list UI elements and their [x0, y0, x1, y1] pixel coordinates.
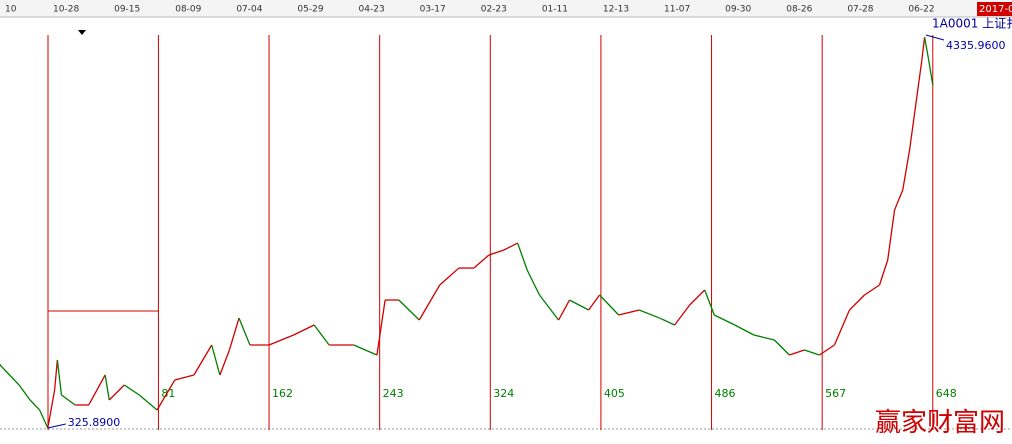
- segment: [638, 309, 660, 319]
- segment: [29, 399, 41, 411]
- top-axis-label: 06-22: [908, 5, 934, 15]
- x-tick-label: 567: [825, 387, 846, 400]
- segment: [88, 374, 106, 406]
- top-axis-label: 07-28: [847, 5, 873, 15]
- segment: [538, 294, 560, 321]
- segment: [123, 384, 140, 396]
- segment: [219, 349, 231, 376]
- top-axis-label: 10-28: [53, 5, 79, 15]
- segment: [0, 364, 11, 376]
- segment: [193, 344, 213, 376]
- badge-bg: [977, 2, 1012, 16]
- segment: [376, 299, 386, 356]
- top-axis-label: 05-29: [297, 5, 323, 15]
- top-axis-label: 03-17: [420, 5, 446, 15]
- segment: [893, 189, 904, 211]
- segment: [156, 379, 176, 411]
- segment: [18, 384, 31, 401]
- segment: [599, 294, 620, 316]
- segment: [516, 242, 528, 271]
- segment: [293, 324, 315, 336]
- segment: [108, 384, 125, 401]
- segment: [488, 249, 505, 256]
- high-pointer: [925, 34, 945, 41]
- segment: [618, 309, 640, 316]
- segment: [503, 242, 518, 251]
- segment: [921, 37, 926, 61]
- segment: [887, 209, 896, 261]
- high-label: 4335.9600: [946, 39, 1006, 52]
- segment: [313, 324, 330, 346]
- top-axis-label: 08-26: [786, 5, 812, 15]
- x-tick-label: 162: [272, 387, 293, 400]
- segment: [734, 324, 755, 336]
- top-axis-label: 04-23: [359, 5, 385, 15]
- segment: [659, 317, 675, 326]
- segment: [174, 374, 195, 381]
- segment: [914, 59, 923, 111]
- x-tick-label: 405: [604, 387, 625, 400]
- segment: [789, 349, 805, 356]
- segment: [9, 374, 20, 386]
- segment: [804, 349, 820, 356]
- segment: [908, 109, 916, 151]
- cursor-marker: [78, 30, 86, 35]
- segment: [353, 344, 378, 356]
- segment: [713, 314, 736, 326]
- segment: [689, 289, 706, 306]
- segment: [674, 304, 691, 326]
- top-axis-label: 12-13: [603, 5, 629, 15]
- segment: [398, 299, 420, 321]
- segment: [228, 317, 240, 351]
- segment: [53, 359, 59, 391]
- segment: [819, 344, 835, 356]
- segment: [439, 267, 460, 286]
- segment: [588, 294, 601, 311]
- segment: [753, 334, 775, 341]
- top-axis-label: 07-04: [236, 5, 262, 15]
- top-axis-label: 09-15: [114, 5, 140, 15]
- segment: [923, 36, 930, 61]
- segment: [104, 374, 110, 401]
- segment: [268, 334, 294, 346]
- symbol: 1A0001 上证扌: [932, 17, 1012, 31]
- top-axis-label: 10: [5, 5, 17, 15]
- segment: [558, 299, 571, 321]
- low-label: 325.8900: [68, 416, 121, 429]
- x-tick-label: 486: [715, 387, 736, 400]
- segment: [56, 359, 63, 396]
- segment: [61, 394, 76, 406]
- x-tick-label: 243: [383, 387, 404, 400]
- top-axis-label: 09-30: [725, 5, 751, 15]
- top-axis-label: 11-07: [664, 5, 690, 15]
- segment: [773, 339, 790, 356]
- segment: [902, 149, 911, 191]
- segment: [418, 284, 441, 321]
- segment: [833, 309, 851, 346]
- segment: [473, 254, 490, 269]
- segment: [238, 317, 251, 346]
- segment: [704, 289, 715, 316]
- segment: [39, 409, 49, 429]
- x-tick-label: 648: [936, 387, 957, 400]
- segment: [928, 59, 934, 86]
- badge: 2017-0: [979, 4, 1012, 15]
- segment: [47, 389, 56, 429]
- top-axis-label: 02-23: [481, 5, 507, 15]
- segment: [864, 284, 880, 296]
- top-axis-bar: [0, 0, 1012, 17]
- segment: [878, 259, 889, 286]
- segment: [569, 299, 589, 311]
- segment: [138, 394, 158, 411]
- low-pointer: [47, 423, 66, 429]
- watermark: 赢家财富网: [875, 408, 1005, 438]
- segment: [526, 269, 541, 296]
- segment: [849, 294, 865, 311]
- top-axis-label: 08-09: [175, 5, 201, 15]
- top-axis-label: 01-11: [542, 5, 568, 15]
- x-tick-label: 324: [493, 387, 514, 400]
- segment: [211, 344, 221, 376]
